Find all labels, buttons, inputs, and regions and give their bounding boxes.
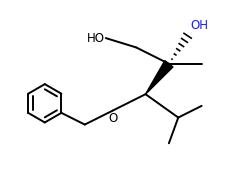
Polygon shape: [145, 61, 173, 94]
Text: HO: HO: [87, 32, 105, 45]
Text: OH: OH: [190, 19, 208, 31]
Text: O: O: [108, 112, 118, 125]
